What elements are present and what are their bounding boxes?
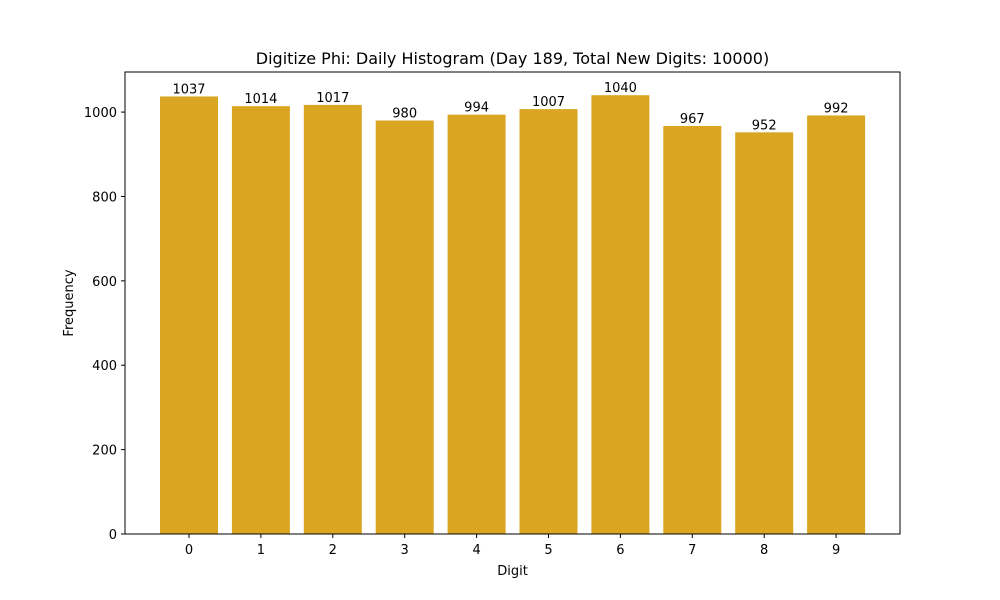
y-tick-label: 600 [92,275,117,290]
x-tick-label: 6 [616,543,624,558]
x-tick-label: 8 [760,543,768,558]
x-tick-label: 1 [257,543,265,558]
bar-value-label: 1007 [532,95,565,110]
bar-digit-9 [807,115,866,535]
x-tick-label: 0 [185,543,193,558]
bar-value-labels: 1037 1014 1017 980 994 1007 1040 967 952 992 [172,81,848,133]
bar-digit-7 [663,126,722,534]
x-axis-label: Digit [497,564,528,579]
y-tick-label: 800 [92,190,117,205]
bar-digit-3 [375,120,434,535]
bar-value-label: 992 [824,101,849,116]
x-tick-label: 2 [329,543,337,558]
bar-digit-0 [160,96,218,535]
y-tick-label: 200 [92,444,117,459]
bar-value-label: 967 [680,112,705,127]
bar-digit-4 [447,114,506,534]
bars-group [160,95,866,535]
x-tick-label: 5 [544,543,552,558]
bar-digit-6 [591,95,650,535]
bar-value-label: 980 [392,107,417,122]
bar-value-label: 1017 [316,91,349,106]
chart-title: Digitize Phi: Daily Histogram (Day 189, … [256,49,769,68]
bar-digit-2 [303,104,362,534]
y-tick-label: 0 [109,528,117,543]
bar-digit-5 [519,109,578,534]
x-tick-label: 4 [472,543,480,558]
y-tick-label: 400 [92,359,117,374]
bar-digit-8 [735,132,794,535]
y-tick-label: 1000 [84,106,117,121]
axes-frame [124,71,901,535]
x-axis-ticks: 0 1 2 3 4 5 6 7 8 9 [185,534,840,558]
x-tick-label: 9 [832,543,840,558]
x-tick-label: 3 [401,543,409,558]
bar-value-label: 1040 [604,81,637,96]
bar-digit-1 [231,106,290,534]
bar-value-label: 1014 [244,92,277,107]
y-axis-label: Frequency [62,269,77,336]
bar-value-label: 1037 [172,82,205,97]
bar-value-label: 994 [464,101,489,116]
bar-value-label: 952 [752,118,777,133]
x-tick-label: 7 [688,543,696,558]
y-axis-ticks: 0 200 400 600 800 1000 [84,106,125,543]
